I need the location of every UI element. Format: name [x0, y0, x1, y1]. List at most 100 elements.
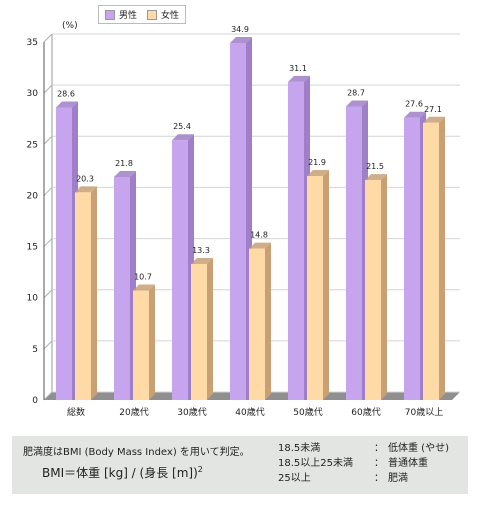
bar-chart: 0 5 10 15 20 25 30 35 (%) 28.6 20.3 総数 21.8 10.7 20歳代 2…	[27, 5, 460, 418]
bar-top	[404, 111, 426, 118]
data-label: 14.8	[250, 231, 268, 240]
bar-side	[381, 174, 387, 400]
y-tick-label: 30	[27, 89, 39, 99]
y-tick-label: 20	[27, 191, 39, 201]
data-label: 13.3	[192, 246, 210, 255]
gridline-diagonal	[43, 33, 53, 43]
bar-top	[307, 169, 329, 176]
bar-side	[323, 169, 329, 400]
bar-side	[91, 186, 97, 400]
bar-male	[404, 117, 420, 400]
gridline-diagonal	[43, 238, 53, 247]
legend-swatch-male	[105, 9, 115, 20]
x-tick-label: 60歳代	[351, 406, 380, 418]
bar-female	[307, 175, 323, 400]
bmi-class-range: 18.5以上25未満	[278, 458, 353, 469]
x-tick-label: 40歳代	[235, 406, 264, 418]
bar-female	[75, 192, 91, 400]
data-label: 10.7	[134, 273, 152, 282]
bar-top	[423, 116, 445, 123]
x-tick-label: 70歳以上	[405, 406, 443, 418]
gridline-diagonal	[43, 391, 53, 401]
legend-item-female: 女性	[147, 8, 179, 21]
bar-side	[439, 116, 445, 400]
data-label: 34.9	[231, 25, 249, 34]
y-tick-label: 15	[27, 243, 38, 253]
bmi-class-colon: ：	[374, 443, 384, 454]
bar-top	[288, 75, 310, 82]
bar-male	[114, 177, 130, 400]
data-label: 21.8	[115, 159, 133, 168]
bar-top	[56, 101, 78, 108]
bar-female	[249, 248, 265, 400]
bmi-class-range: 18.5未満	[278, 443, 321, 454]
x-tick-label: 50歳代	[293, 406, 322, 418]
gridline-diagonal	[43, 135, 53, 145]
y-tick-label: 35	[27, 38, 38, 48]
x-tick-label: 20歳代	[119, 406, 148, 418]
data-label: 28.6	[57, 89, 75, 98]
bar-top	[114, 171, 136, 178]
bar-side	[207, 257, 213, 400]
bar-female	[365, 180, 381, 400]
bmi-class-colon: ：	[374, 473, 384, 484]
bmi-class-row: 18.5未満 ： 低体重 (やせ)	[278, 441, 449, 456]
bar-top	[191, 257, 213, 264]
bmi-class-range: 25以上	[278, 473, 311, 484]
legend-label-male: 男性	[119, 11, 138, 21]
y-tick-label: 25	[27, 140, 38, 150]
bmi-definition: 肥満度はBMI (Body Mass Index) を用いて判定。	[23, 447, 250, 458]
bar-top	[172, 134, 194, 141]
bmi-note-box: 肥満度はBMI (Body Mass Index) を用いて判定。 BMI＝体重…	[12, 436, 468, 494]
data-label: 20.3	[76, 174, 94, 183]
gridline-diagonal	[43, 289, 53, 299]
bmi-class-label: 普通体重	[388, 458, 428, 469]
x-tick-label: 総数	[67, 406, 85, 418]
bar-female	[191, 263, 207, 400]
data-label: 31.1	[289, 64, 307, 73]
bmi-class-row: 18.5以上25未満 ： 普通体重	[278, 456, 449, 471]
y-unit-label: (%)	[62, 21, 78, 31]
x-tick-label: 30歳代	[177, 406, 206, 418]
bar-female	[133, 290, 149, 400]
bmi-formula-text: BMI＝体重 [kg] / (身長 [m])	[42, 466, 198, 480]
bmi-class-row: 25以上 ： 肥満	[278, 471, 449, 486]
bar-male	[346, 106, 362, 400]
bar-side	[265, 242, 271, 400]
bar-top	[249, 242, 271, 249]
bmi-formula: BMI＝体重 [kg] / (身長 [m])2	[42, 464, 203, 481]
bar-male	[172, 140, 188, 401]
bar-male	[56, 107, 72, 400]
bar-top	[346, 100, 368, 107]
bar-male	[288, 81, 304, 401]
chart-canvas: 0 5 10 15 20 25 30 35 (%) 28.6 20.3 総数 21.8 10.7 20歳代 2…	[27, 21, 460, 418]
data-label: 25.4	[173, 122, 191, 131]
bmi-class-label: 肥満	[388, 473, 408, 484]
gridline-diagonal	[43, 84, 53, 94]
bmi-classification-list: 18.5未満 ： 低体重 (やせ) 18.5以上25未満 ： 普通体重 25以上…	[278, 441, 449, 486]
data-label: 27.1	[424, 105, 442, 114]
bar-top	[230, 37, 252, 44]
data-label: 21.5	[366, 162, 384, 171]
bar-side	[149, 284, 155, 400]
data-label: 28.7	[347, 88, 365, 97]
bar-top	[365, 174, 387, 181]
bmi-class-label: 低体重 (やせ)	[388, 443, 449, 454]
data-label: 27.6	[405, 100, 423, 109]
chart-legend: 男性 女性	[98, 5, 187, 24]
bar-top	[133, 284, 155, 291]
y-tick-label: 5	[32, 345, 38, 355]
bmi-formula-exponent: 2	[197, 465, 203, 474]
bar-female	[423, 122, 439, 400]
bmi-class-colon: ：	[374, 458, 384, 469]
bar-male	[230, 43, 246, 400]
y-tick-label: 10	[27, 294, 39, 304]
y-tick-label: 0	[32, 396, 38, 406]
legend-swatch-female	[147, 9, 158, 20]
bar-top	[75, 186, 97, 193]
legend-label-female: 女性	[161, 11, 180, 21]
gridline-diagonal	[43, 340, 53, 350]
legend-item-male: 男性	[105, 8, 137, 21]
data-label: 21.9	[308, 158, 326, 167]
gridline-diagonal	[43, 187, 53, 196]
